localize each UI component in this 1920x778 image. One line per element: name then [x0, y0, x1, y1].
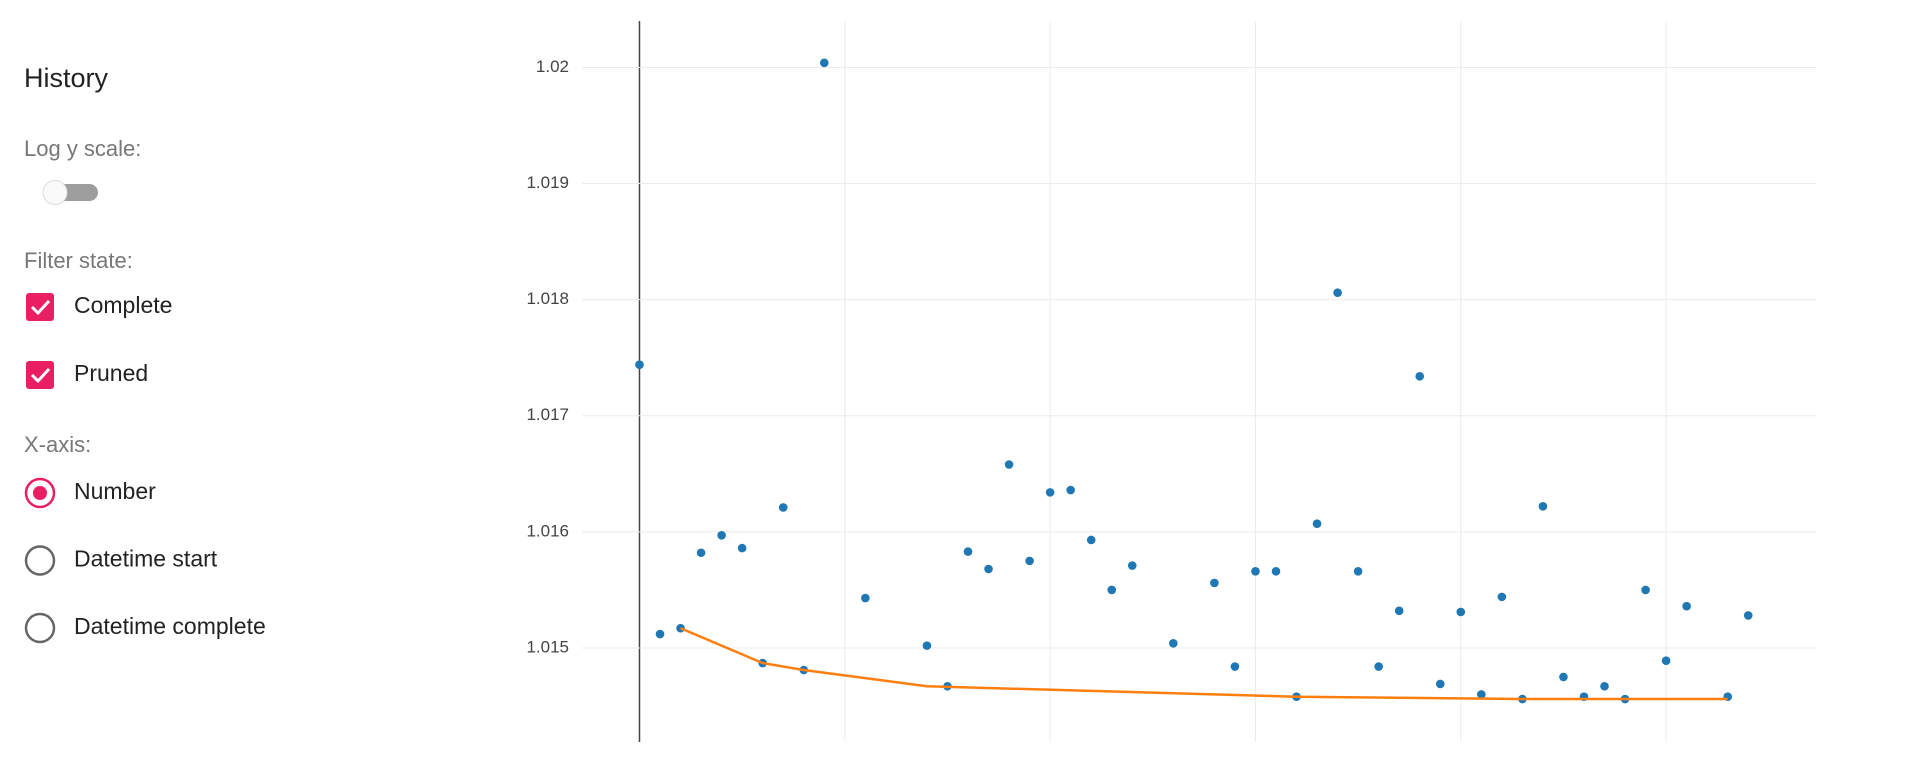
data-point [1271, 567, 1281, 576]
data-point [1251, 567, 1260, 576]
data-point [1394, 606, 1404, 616]
filter-option-label: Complete [74, 292, 172, 318]
data-point [1066, 485, 1075, 495]
xaxis-radio[interactable] [24, 477, 56, 509]
data-point [984, 564, 993, 574]
data-point [1086, 535, 1096, 545]
data-point [1025, 556, 1034, 566]
data-point [778, 503, 788, 512]
xaxis-radio[interactable] [24, 545, 56, 576]
data-point [1620, 694, 1630, 704]
data-point [1661, 656, 1671, 666]
data-point [1538, 502, 1548, 511]
data-point [1230, 662, 1240, 671]
radio-ring [24, 612, 56, 644]
data-point [1641, 585, 1650, 595]
radio-ring [24, 477, 56, 509]
data-point [1579, 692, 1589, 702]
data-point [1127, 561, 1137, 570]
checkmark [30, 299, 51, 316]
data-point [1415, 371, 1425, 381]
data-point [1292, 692, 1301, 702]
data-point [1353, 567, 1363, 576]
filter-checkbox[interactable] [26, 361, 54, 389]
y-tick-label: 1.016 [526, 521, 569, 540]
data-point [696, 548, 706, 558]
data-point [717, 531, 726, 540]
data-point [922, 641, 932, 650]
checkbox-box [26, 293, 54, 321]
y-tick-label: 1.018 [526, 289, 569, 308]
data-point [1045, 488, 1055, 497]
y-tick-label: 1.019 [526, 173, 569, 192]
data-point [1456, 607, 1466, 617]
data-point [1477, 690, 1486, 699]
xaxis-option-label: Datetime complete [74, 613, 266, 639]
data-point [1435, 679, 1445, 689]
data-point [1518, 694, 1527, 704]
data-point [1682, 601, 1691, 611]
sidebar: History Log y scale: Filter state: X-axi… [24, 63, 266, 644]
sidebar-title: History [24, 63, 109, 93]
xaxis-option-label: Number [74, 478, 156, 504]
data-point [1559, 672, 1568, 682]
xaxis-option-label: Datetime start [74, 546, 218, 572]
data-point [799, 665, 809, 675]
data-point [676, 623, 685, 633]
data-point [1333, 288, 1342, 297]
data-point [943, 681, 952, 691]
data-point [737, 543, 747, 553]
checkmark [30, 367, 51, 384]
y-tick-label: 1.015 [526, 637, 569, 656]
y-tick-label: 1.017 [526, 405, 569, 424]
checkbox-box [26, 361, 54, 389]
data-point [1169, 639, 1178, 648]
filter-option-label: Pruned [74, 360, 148, 386]
data-point [1312, 519, 1322, 529]
radio-dot [33, 486, 47, 500]
filter-label: Filter state: [24, 248, 133, 273]
data-point [1497, 592, 1507, 602]
best-value-line [680, 627, 1728, 701]
log-label: Log y scale: [24, 136, 141, 161]
data-point [1600, 681, 1609, 691]
data-point [963, 547, 973, 556]
data-point [1723, 692, 1733, 702]
data-point [758, 658, 767, 668]
toggle-thumb [42, 180, 68, 205]
data-point [655, 629, 665, 639]
data-point [819, 58, 829, 68]
radio-ring [24, 545, 56, 576]
data-point [1210, 578, 1219, 588]
data-point [1107, 585, 1117, 595]
data-point [1004, 460, 1014, 469]
filter-checkbox[interactable] [26, 293, 54, 321]
xaxis-label: X-axis: [24, 432, 91, 457]
data-point [1374, 662, 1383, 671]
data-point [1743, 611, 1753, 620]
data-point [635, 360, 644, 369]
y-tick-label: 1.02 [536, 57, 569, 76]
data-point [861, 593, 870, 603]
xaxis-radio[interactable] [24, 612, 56, 644]
log-toggle[interactable] [42, 180, 98, 205]
